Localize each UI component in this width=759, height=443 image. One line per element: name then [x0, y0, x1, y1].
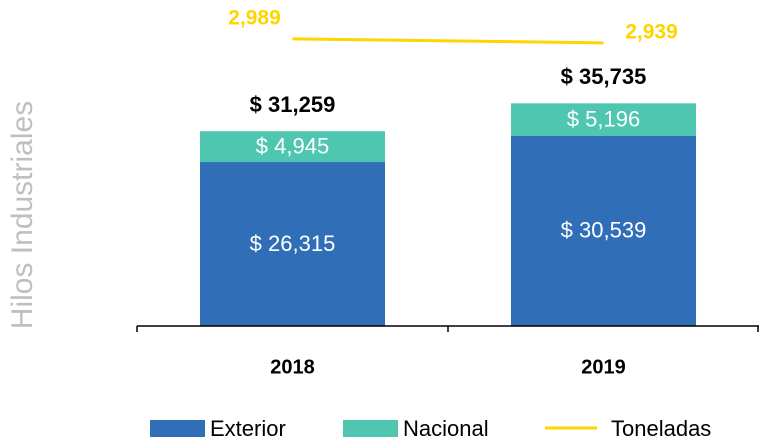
total-label: $ 31,259 [250, 92, 336, 117]
bar-segment [510, 103, 697, 136]
total-label: $ 35,735 [561, 64, 647, 89]
legend-label: Toneladas [611, 416, 711, 441]
value-label: $ 4,945 [256, 133, 329, 158]
value-label: $ 5,196 [567, 106, 640, 131]
legend-swatch [343, 420, 398, 437]
bar-segment [510, 135, 697, 326]
y-axis-label: Hilos Industriales [6, 101, 39, 329]
line-value-label: 2,989 [228, 6, 281, 29]
bar-segment [199, 162, 386, 326]
value-label: $ 30,539 [561, 218, 647, 243]
x-tick-label: 2019 [581, 356, 626, 378]
legend-label: Nacional [403, 416, 489, 441]
line-value-label: 2,939 [625, 20, 678, 43]
line-series [292, 37, 604, 45]
legend-swatch [150, 420, 205, 437]
x-tick-label: 2018 [270, 356, 315, 378]
value-label: $ 26,315 [250, 231, 336, 256]
bar-segment [199, 131, 386, 163]
legend-label: Exterior [210, 416, 286, 441]
